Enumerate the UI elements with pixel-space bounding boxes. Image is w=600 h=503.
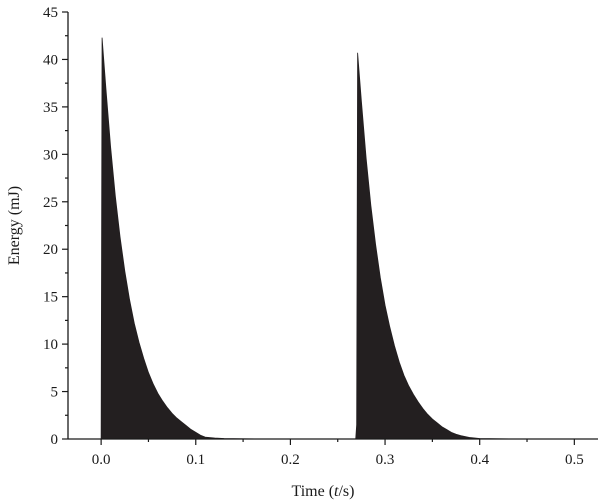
y-tick-label: 15 (43, 290, 58, 306)
x-axis-ticks: 0.0 0.1 0.2 0.3 0.4 0.5 (92, 439, 584, 468)
y-tick-label: 20 (43, 242, 58, 258)
y-tick-label: 45 (43, 5, 58, 21)
x-axis-label-var: t (334, 483, 339, 500)
y-tick-label: 0 (51, 432, 59, 448)
y-tick-label: 35 (43, 100, 58, 116)
y-tick-label: 30 (43, 147, 58, 163)
energy-area-series (100, 37, 584, 440)
x-tick-label: 0.3 (376, 452, 395, 468)
y-axis-label: Energy (mJ) (6, 186, 23, 265)
x-tick-label: 0.0 (92, 452, 111, 468)
y-tick-label: 10 (43, 337, 58, 353)
x-tick-label: 0.5 (565, 452, 584, 468)
x-tick-label: 0.1 (186, 452, 205, 468)
x-axis-label: Time (t/s) (292, 483, 355, 500)
y-tick-label: 5 (51, 385, 59, 401)
y-tick-label: 40 (43, 52, 58, 68)
y-axis-ticks: 0 5 10 15 20 25 30 35 40 45 (43, 5, 68, 448)
x-axis-label-suffix: /s) (338, 483, 354, 500)
x-axis-label-prefix: Time ( (292, 483, 335, 500)
x-tick-label: 0.2 (281, 452, 300, 468)
y-tick-label: 25 (43, 195, 58, 211)
x-tick-label: 0.4 (470, 452, 489, 468)
